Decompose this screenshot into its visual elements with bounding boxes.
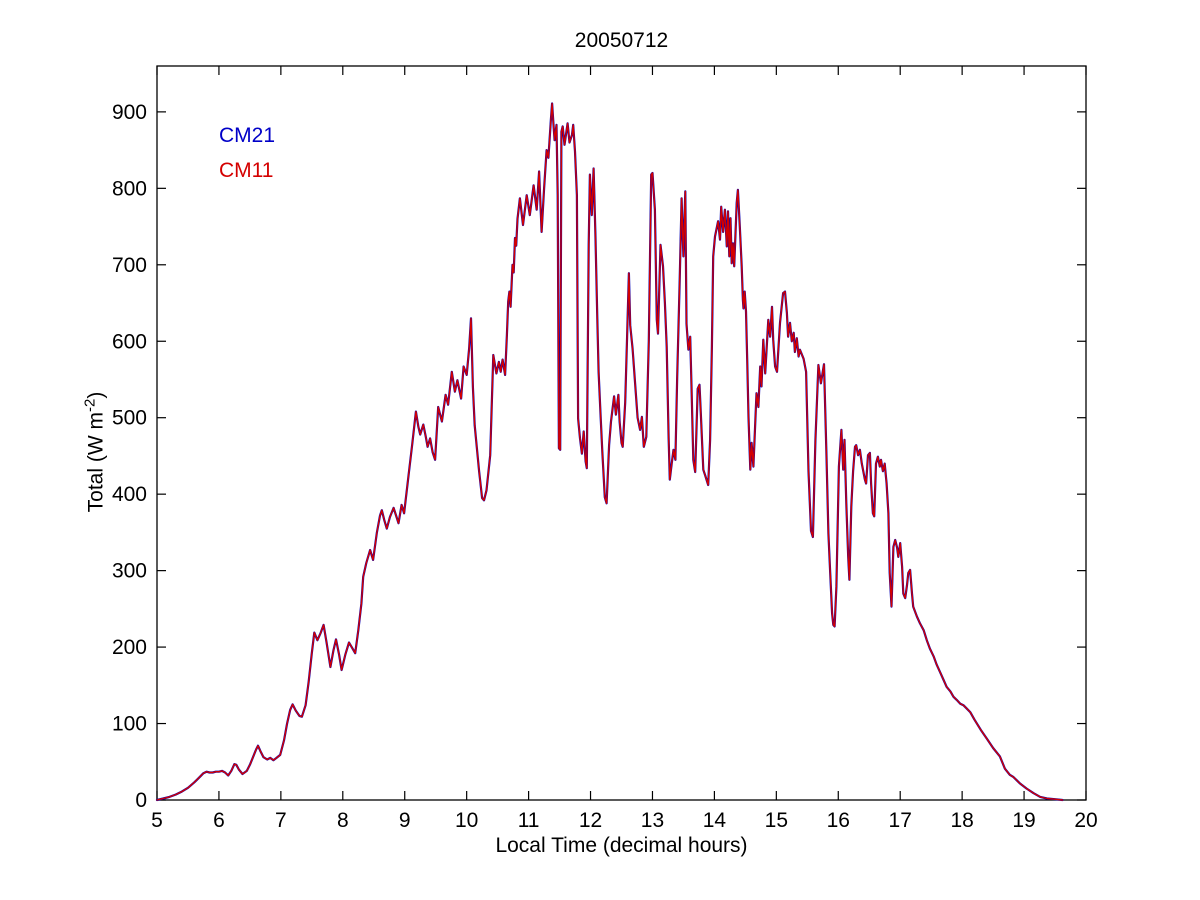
x-axis-label: Local Time (decimal hours) [495,834,748,857]
y-tick-label: 600 [112,330,147,353]
x-tick-label: 13 [641,809,664,832]
x-tick-label: 7 [275,809,287,832]
legend-item-cm21: CM21 [219,124,276,147]
legend-item-cm11: CM11 [219,159,274,182]
x-tick-label: 6 [213,809,225,832]
y-tick-label: 900 [112,101,147,124]
y-tick-label: 300 [112,560,147,583]
y-tick-label: 400 [112,483,147,506]
x-tick-label: 17 [889,809,912,832]
y-tick-label: 700 [112,254,147,277]
axes-frame [156,65,1087,801]
y-tick-label: 100 [112,713,147,736]
x-tick-label: 20 [1074,809,1097,832]
chart-title: 20050712 [574,29,669,52]
x-tick-label: 18 [950,809,973,832]
y-tick-label: 0 [135,789,147,812]
x-tick-label: 16 [827,809,850,832]
x-tick-label: 19 [1012,809,1035,832]
x-tick-label: 14 [703,809,727,832]
x-tick-label: 15 [765,809,788,832]
series-line-cm21 [155,102,1064,802]
x-tick-label: 11 [518,809,540,832]
y-tick-label: 200 [112,636,147,659]
x-tick-label: 8 [337,809,349,832]
y-tick-label: 500 [112,407,147,430]
x-tick-label: 12 [579,809,602,832]
x-tick-label: 5 [151,809,163,832]
y-tick-label: 800 [112,177,147,200]
x-tick-label: 10 [455,809,478,832]
x-tick-label: 9 [399,809,411,832]
series-line-cm11 [156,102,1064,801]
